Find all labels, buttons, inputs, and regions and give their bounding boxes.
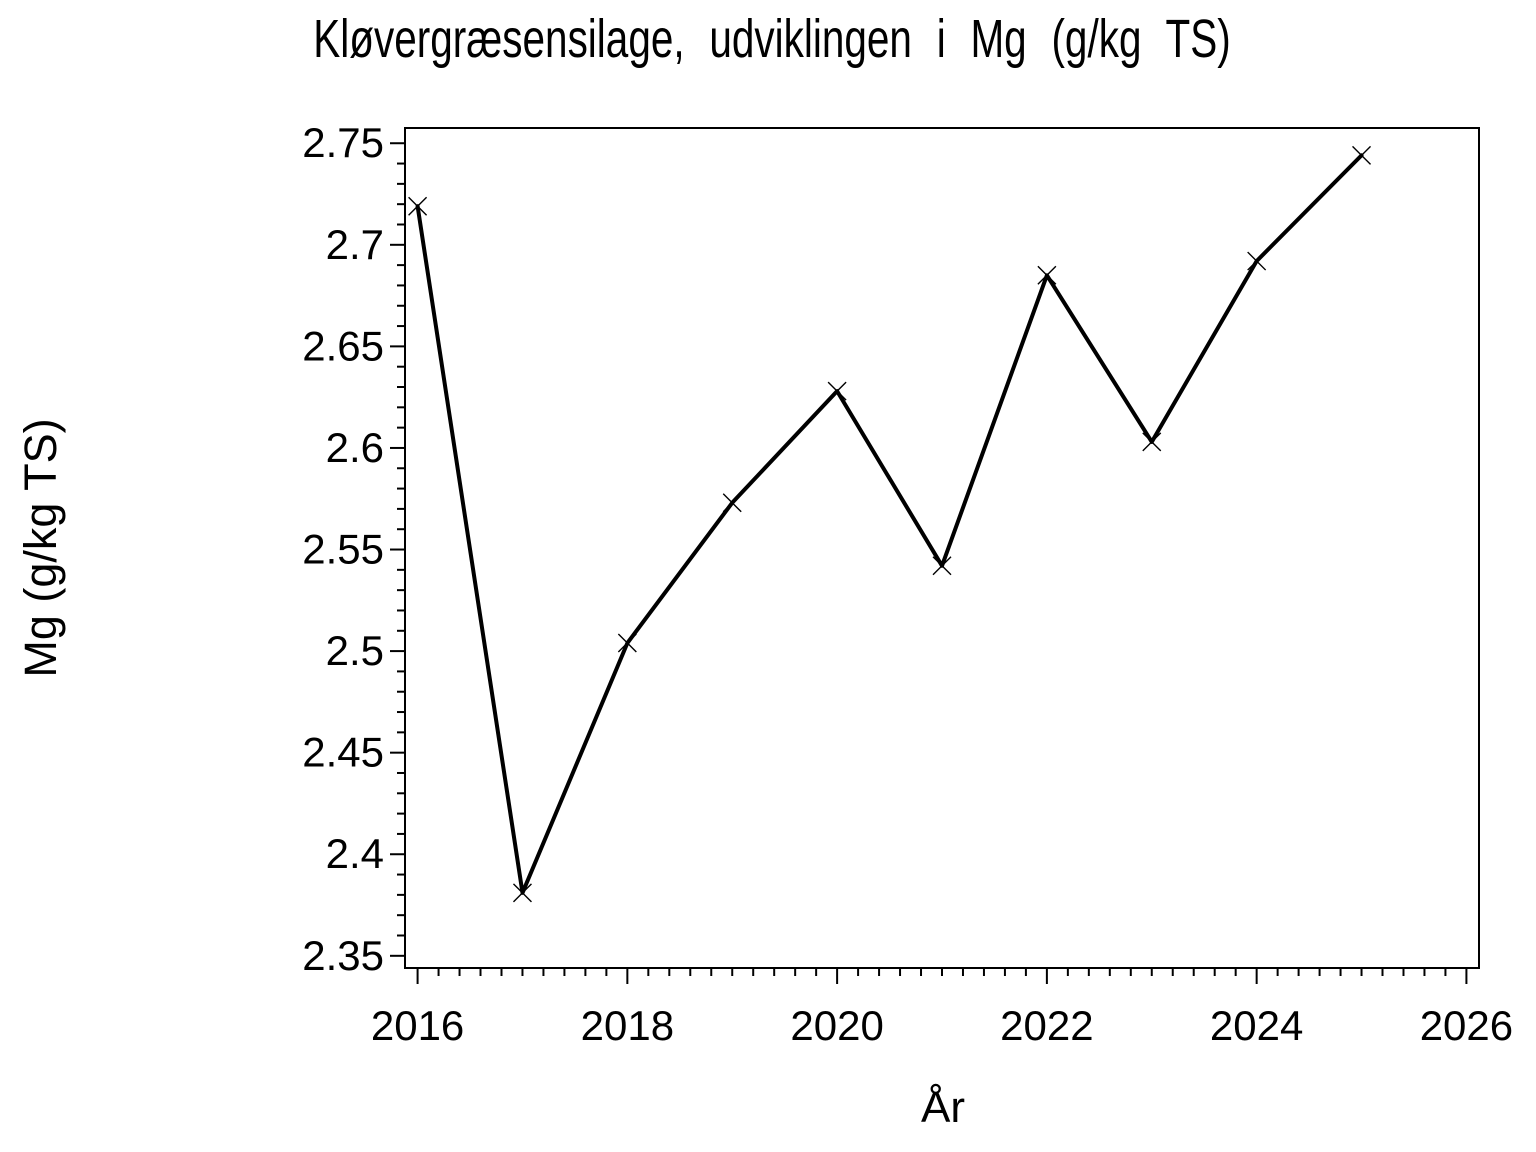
- data-point-marker: [1142, 432, 1162, 452]
- data-point-marker: [408, 196, 428, 216]
- y-tick-label: 2.45: [302, 729, 384, 776]
- data-point-marker: [932, 556, 952, 576]
- x-tick-label: 2024: [1210, 1002, 1303, 1049]
- data-point-marker: [512, 883, 532, 903]
- y-tick-label: 2.55: [302, 526, 384, 573]
- y-tick-label: 2.65: [302, 322, 384, 369]
- y-tick-label: 2.75: [302, 119, 384, 166]
- y-tick-label: 2.7: [326, 221, 384, 268]
- x-axis-title: År: [921, 1083, 965, 1132]
- y-tick-label: 2.5: [326, 627, 384, 674]
- y-tick-label: 2.6: [326, 424, 384, 471]
- series-line: [415, 153, 1364, 895]
- x-tick-label: 2020: [790, 1002, 883, 1049]
- x-tick-label: 2022: [1000, 1002, 1093, 1049]
- data-point-marker: [1352, 145, 1372, 165]
- y-axis-title: Mg (g/kg TS): [15, 418, 66, 677]
- data-point-marker: [1037, 265, 1057, 285]
- data-point-marker: [827, 381, 847, 401]
- chart-title: Kløvergræsensilage, udviklingen i Mg (g/…: [313, 9, 1230, 69]
- data-point-marker: [722, 493, 742, 513]
- data-point-marker: [1247, 251, 1267, 271]
- y-tick-label: 2.35: [302, 932, 384, 979]
- data-point-marker: [617, 633, 637, 653]
- x-tick-label: 2016: [371, 1002, 464, 1049]
- y-tick-label: 2.4: [326, 830, 384, 877]
- x-tick-label: 2026: [1420, 1002, 1513, 1049]
- x-tick-label: 2018: [581, 1002, 674, 1049]
